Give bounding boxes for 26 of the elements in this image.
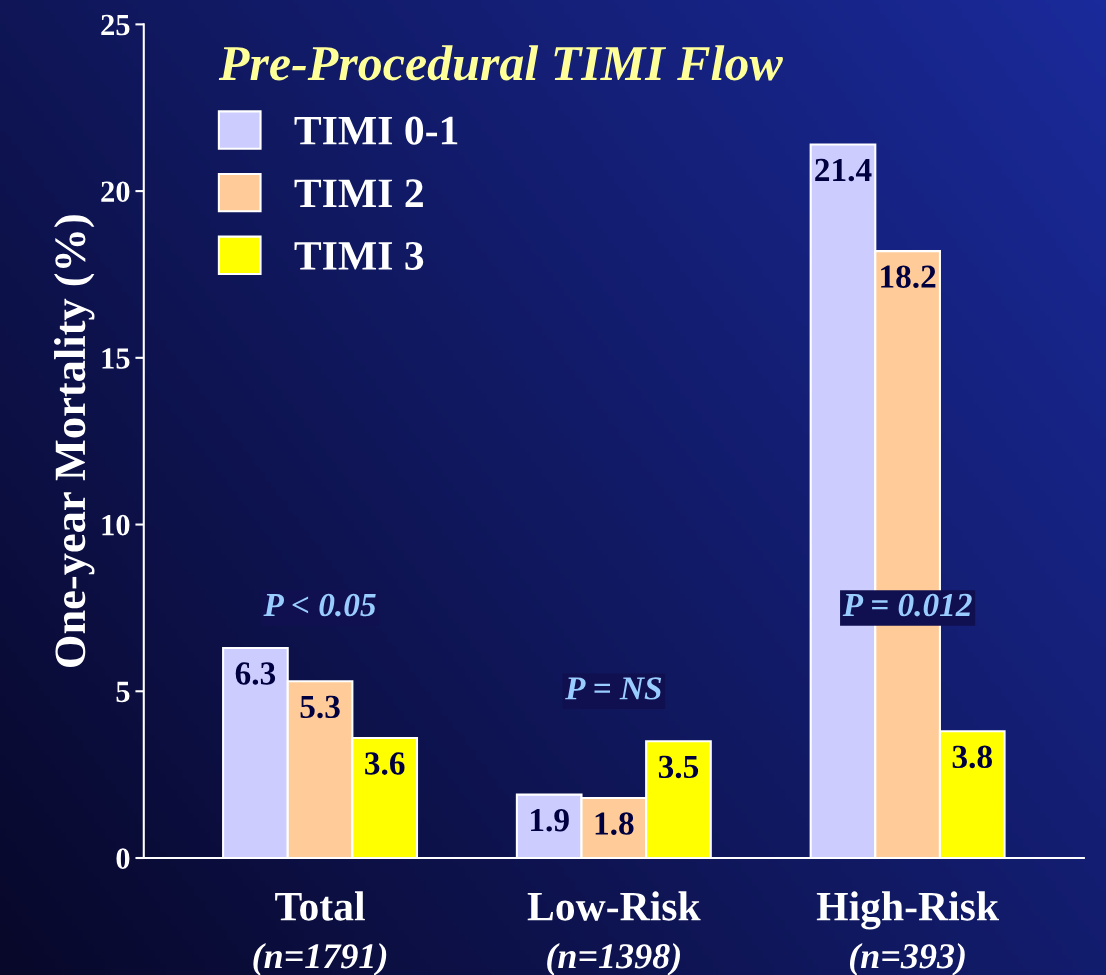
- annotation: P = 0.012: [842, 593, 972, 617]
- y-axis-title: One-year Mortality (%): [54, 215, 95, 667]
- data-label: 1.9: [531, 809, 569, 832]
- legend-title: Pre-Procedural TIMI Flow: [218, 45, 783, 81]
- data-label: 3.5: [658, 755, 699, 779]
- y-tick-label: 20: [101, 181, 130, 202]
- annotation: P = NS: [565, 677, 662, 700]
- data-label: 21.4: [815, 158, 872, 182]
- x-tick-label: High-Risk (n=393): [816, 891, 1000, 975]
- y-tick-label: 0: [116, 848, 130, 869]
- y-tick-label: 25: [101, 14, 130, 36]
- legend-label: TIMI 0-1: [294, 116, 458, 145]
- x-tick-label: Low-Risk (n=1398): [527, 891, 701, 975]
- annotation: P < 0.05: [263, 593, 376, 617]
- y-tick-label: 15: [102, 348, 130, 369]
- data-label: 6.3: [235, 662, 276, 685]
- y-tick-label: 10: [102, 514, 130, 536]
- data-label: 5.3: [300, 695, 340, 719]
- data-label: 18.2: [881, 265, 936, 289]
- legend-label: TIMI 2: [294, 179, 423, 207]
- x-tick-label: Total (n=1791): [253, 891, 387, 975]
- legend-label: TIMI 3: [294, 241, 424, 270]
- data-label: 1.8: [595, 812, 634, 835]
- data-label: 3.8: [952, 745, 992, 769]
- data-label: 3.6: [365, 752, 405, 775]
- y-tick-label: 5: [116, 681, 130, 703]
